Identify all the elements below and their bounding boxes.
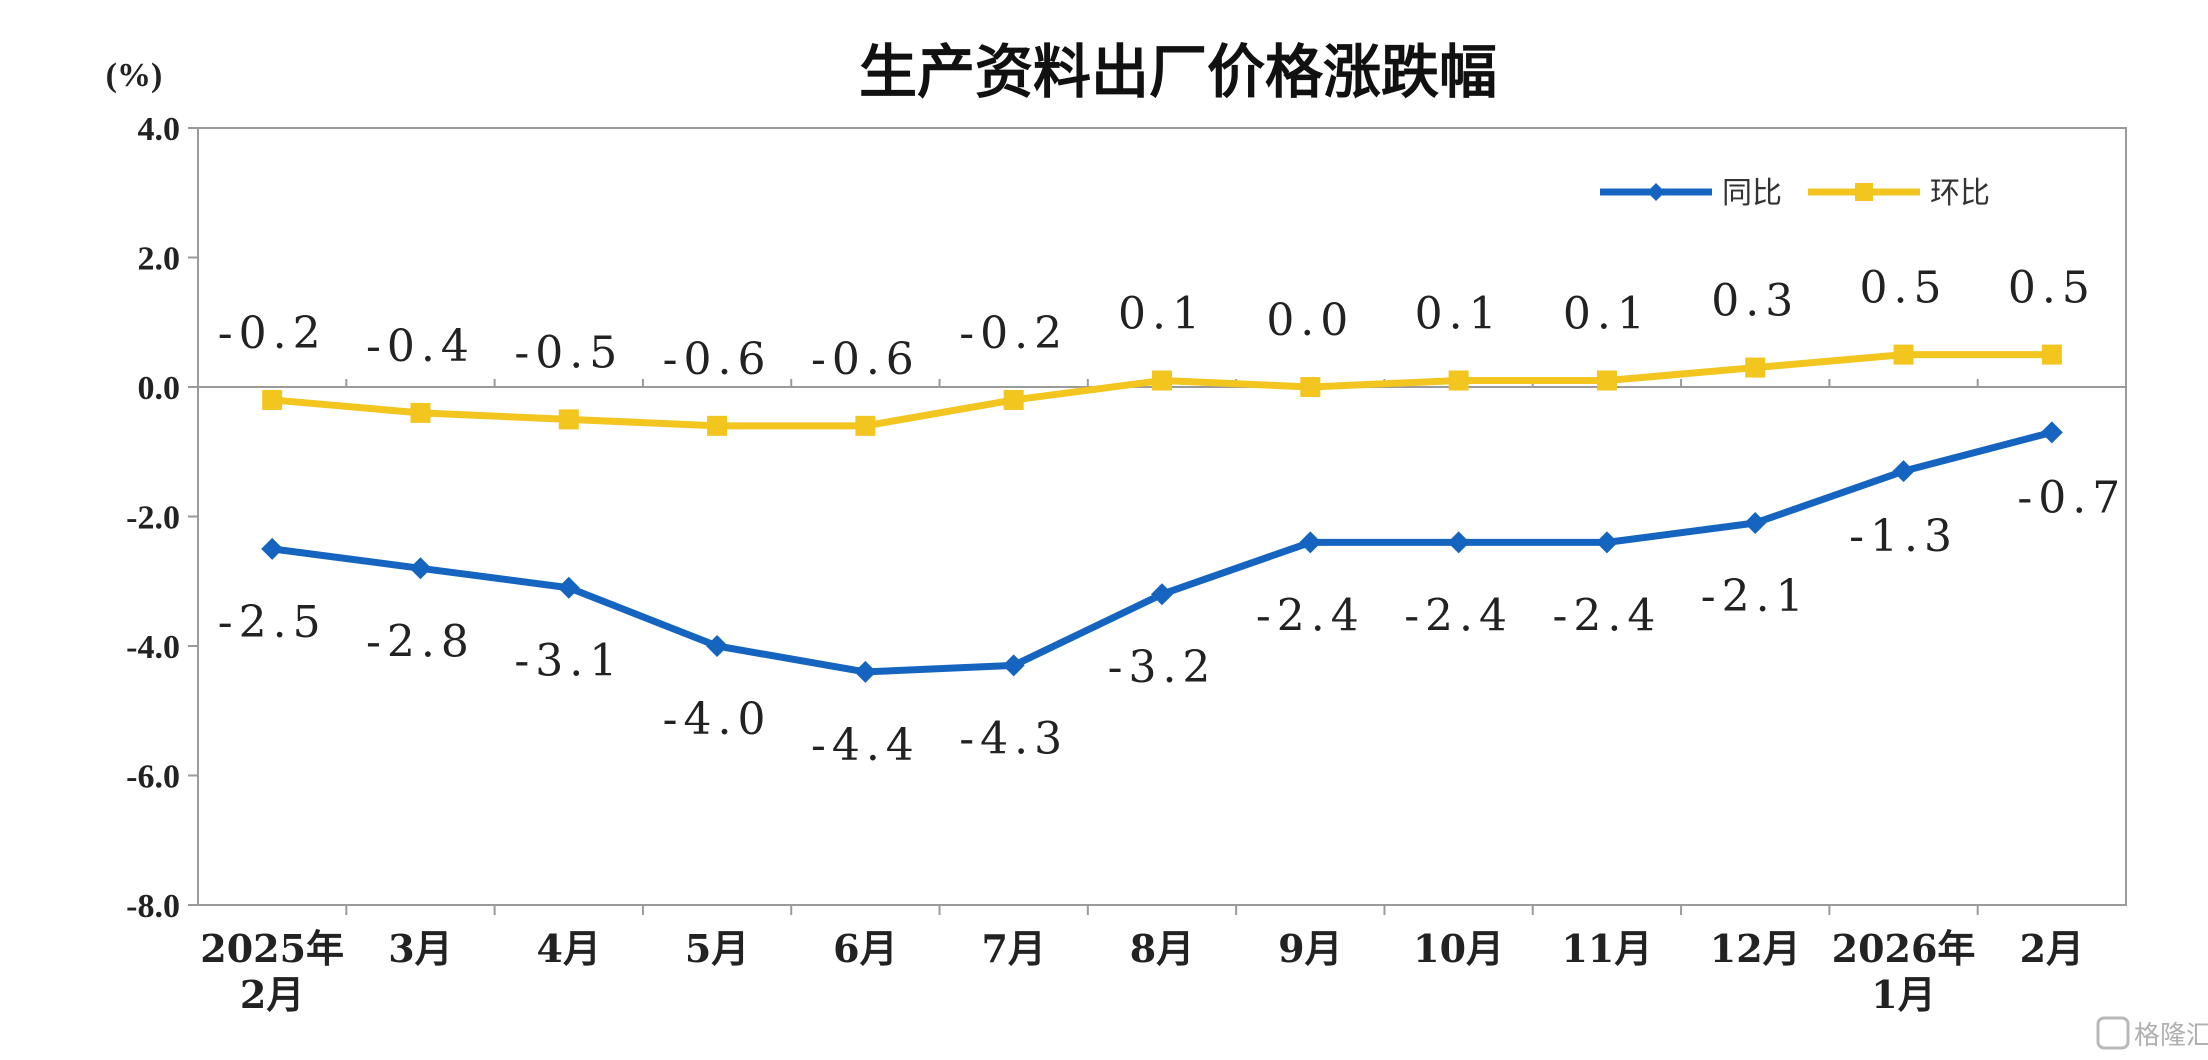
x-tick-label: 5月	[685, 926, 749, 971]
y-tick-label: 4.0	[138, 111, 181, 148]
data-label-0: -2.8	[366, 616, 475, 667]
series-point-1	[855, 415, 876, 436]
x-tick-label: 2026年	[1832, 926, 1976, 971]
y-axis-unit: (%)	[106, 57, 163, 94]
x-tick-label: 11月	[1561, 926, 1652, 971]
series-point-1	[2041, 344, 2062, 365]
data-label-0: -2.1	[1701, 571, 1810, 622]
x-tick-label: 2025年	[200, 926, 344, 971]
series-point-0	[1151, 583, 1173, 606]
x-tick-label: 1月	[1871, 972, 1935, 1017]
y-tick-label: -8.0	[126, 888, 180, 925]
data-label-1: 0.5	[2008, 263, 2096, 314]
legend-marker-0	[1647, 183, 1665, 201]
series-point-0	[261, 537, 284, 560]
legend: 同比 环比	[1600, 176, 1990, 211]
x-tick-label: 3月	[388, 926, 452, 971]
series-point-1	[1300, 377, 1321, 397]
series-point-0	[2040, 421, 2063, 444]
series-point-0	[1447, 531, 1470, 554]
series-point-1	[1152, 370, 1172, 391]
y-tick-label: -2.0	[126, 500, 180, 537]
x-tick-label: 6月	[833, 926, 897, 971]
watermark: 格隆汇	[2096, 1016, 2208, 1051]
data-label-0: -3.1	[514, 636, 623, 687]
data-label-1: 0.3	[1711, 276, 1799, 327]
y-tick-label: 2.0	[138, 241, 181, 278]
data-label-0: -1.3	[1849, 511, 1958, 562]
series-point-0	[1299, 531, 1322, 554]
series-point-1	[1596, 370, 1617, 391]
series-point-1	[262, 389, 283, 410]
data-label-1: 0.1	[1563, 289, 1651, 340]
x-tick-label: 9月	[1278, 926, 1342, 971]
series-point-0	[1744, 511, 1767, 534]
data-label-0: -2.4	[1404, 590, 1513, 641]
data-label-1: -0.6	[811, 334, 920, 385]
data-label-1: -0.5	[514, 327, 623, 378]
series-point-0	[706, 635, 729, 657]
series-point-0	[557, 576, 580, 599]
x-tick-label: 8月	[1130, 926, 1194, 971]
series-point-1	[1448, 370, 1469, 391]
legend-marker-1	[1855, 183, 1873, 201]
data-label-0: -4.0	[663, 694, 772, 745]
data-label-1: 0.0	[1266, 295, 1354, 346]
y-tick-label: 0.0	[138, 370, 181, 407]
watermark-text: 格隆汇	[2134, 1021, 2208, 1051]
x-tick-label: 2月	[2020, 926, 2084, 971]
series-point-1	[1003, 389, 1024, 410]
plot-area	[197, 127, 2127, 906]
data-label-0: -3.2	[1108, 642, 1217, 693]
series-point-1	[410, 402, 431, 423]
y-tick-label: -4.0	[126, 629, 180, 666]
data-label-1: -0.4	[366, 321, 475, 372]
data-label-1: -0.6	[663, 334, 772, 385]
series-layer	[261, 344, 2063, 683]
series-point-1	[1893, 344, 1914, 365]
y-axis: 4.0 2.0 0.0 -2.0 -4.0 -6.0 -8.0	[126, 111, 2126, 925]
data-label-1: 0.5	[1860, 263, 1948, 314]
data-label-0: -4.4	[811, 720, 920, 771]
watermark-logo-icon	[2096, 1016, 2130, 1050]
series-point-0	[1892, 460, 1915, 483]
series-point-1	[707, 415, 728, 436]
series-point-1	[1745, 357, 1766, 378]
x-tick-label: 2月	[240, 972, 304, 1017]
series-point-0	[1595, 531, 1618, 554]
data-label-1: -0.2	[959, 308, 1068, 359]
series-point-0	[409, 557, 432, 580]
data-label-0: -2.5	[218, 597, 327, 648]
data-label-1: 0.1	[1118, 289, 1206, 340]
data-label-0: -2.4	[1553, 590, 1662, 641]
x-tick-label: 12月	[1710, 926, 1801, 971]
data-label-1: 0.1	[1415, 289, 1503, 340]
chart-title: 生产资料出厂价格涨跌幅	[859, 38, 1497, 106]
series-point-0	[854, 660, 877, 683]
series-point-0	[1002, 654, 1025, 677]
legend-label-1: 环比	[1930, 176, 1990, 211]
data-labels: -2.5 -2.8 -3.1 -4.0 -4.4 -4.3 -3.2 -2.4 -2.4 -2.4…	[218, 263, 2126, 771]
x-tick-label: 7月	[981, 926, 1045, 971]
data-label-0: -4.3	[959, 713, 1068, 764]
series-point-1	[558, 409, 579, 430]
data-label-0: -0.7	[2017, 472, 2126, 523]
legend-label-0: 同比	[1722, 176, 1782, 211]
x-tick-label: 4月	[537, 926, 601, 971]
data-label-0: -2.4	[1256, 590, 1365, 641]
x-tick-label: 10月	[1413, 926, 1504, 971]
data-label-1: -0.2	[218, 308, 327, 359]
y-tick-label: -6.0	[126, 759, 180, 796]
